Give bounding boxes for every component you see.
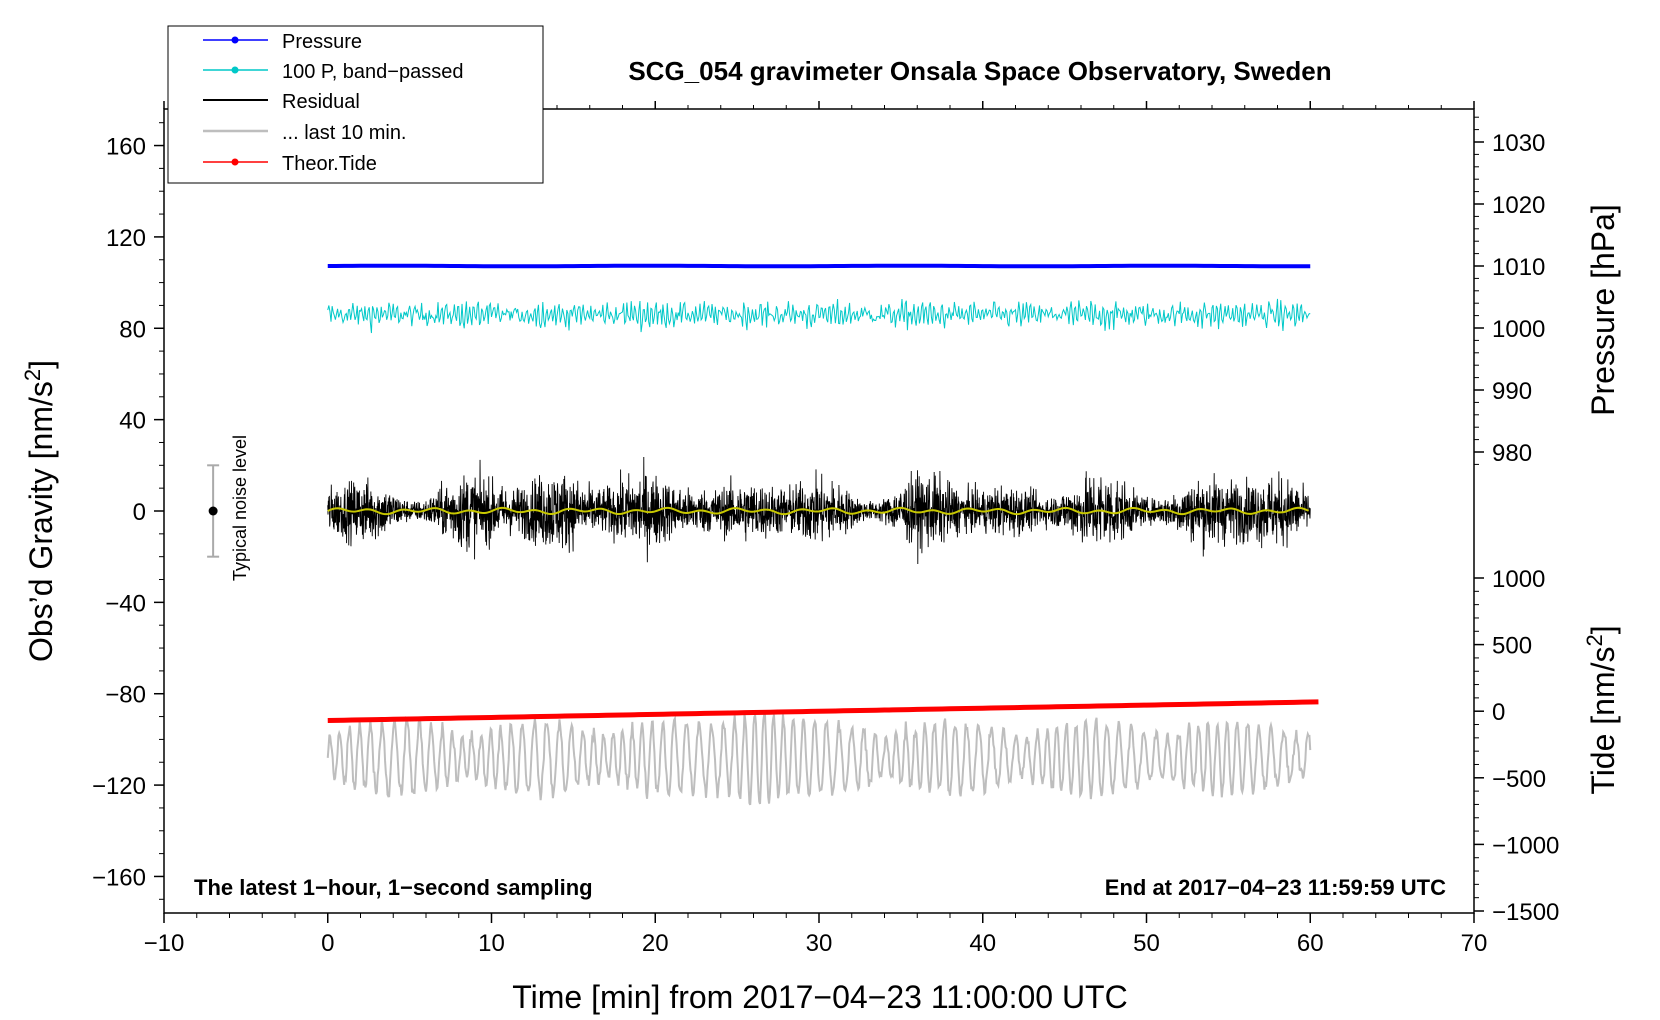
y-tick-label: 40 [119,408,146,435]
tide-tick-label: −1500 [1492,899,1559,926]
series-residual-line [327,456,1311,564]
x-tick-label: 10 [478,930,505,957]
series-smoothed-residual [327,506,1309,516]
y-tick-label: 120 [106,225,146,252]
series-pressure-line [327,263,1311,269]
pressure-tick-label: 1020 [1492,192,1545,219]
y-tick-label: −80 [105,682,146,709]
y-tick-label: −120 [92,773,146,800]
legend-marker-pressure [231,36,239,44]
x-tick-label: 30 [806,930,833,957]
x-tick-label: 50 [1133,930,1160,957]
x-axis-title: Time [min] from 2017−04−23 11:00:00 UTC [512,979,1127,1015]
legend-label-residual: Residual [282,91,360,113]
pressure-axis-title: Pressure [hPa] [1585,204,1621,416]
series-last10min-line [326,711,1312,806]
series-bandpassed-line [327,298,1311,334]
pressure-tick-label: 1030 [1492,130,1545,157]
tide-tick-label: 0 [1492,699,1505,726]
y-tick-label: 0 [133,499,146,526]
tide-axis-title: Tide [nm/s2] [1582,625,1621,794]
y-tick-label: 160 [106,134,146,161]
pressure-tick-label: 1000 [1492,316,1545,343]
y-tick-label: −160 [92,864,146,891]
x-tick-label: −10 [144,930,185,957]
legend-label-bandpassed: 100 P, band−passed [282,61,463,83]
tide-tick-label: −1000 [1492,832,1559,859]
legend-label-last10: ... last 10 min. [282,122,407,144]
legend-label-pressure: Pressure [282,31,362,53]
x-tick-label: 20 [642,930,669,957]
tide-tick-label: 1000 [1492,566,1545,593]
tide-tick-label: −500 [1492,766,1546,793]
annotation-left: The latest 1−hour, 1−second sampling [194,875,593,900]
annotation-right: End at 2017−04−23 11:59:59 UTC [1105,875,1446,900]
chart-title: SCG_054 gravimeter Onsala Space Observat… [628,56,1331,86]
x-tick-label: 70 [1461,930,1488,957]
noise-center-dot [208,506,218,516]
legend-marker-tide [231,158,239,166]
x-tick-label: 0 [321,930,334,957]
y-axis-title: Obs’d Gravity [nm/s2] [20,360,59,662]
tide-tick-label: 500 [1492,633,1532,660]
axes-layer: −10 0 10 20 30 40 50 60 7016012080400−40−80−120−… [92,101,1559,957]
pressure-tick-label: 980 [1492,440,1532,467]
legend-box [167,25,544,184]
pressure-tick-label: 990 [1492,378,1532,405]
legend: Pressure 100 P, band−passed Residual ...… [167,25,544,184]
series-tide-line [327,699,1319,724]
pressure-tick-label: 1010 [1492,254,1545,281]
x-tick-label: 40 [969,930,996,957]
x-tick-label: 60 [1297,930,1324,957]
series-layer [207,263,1319,806]
y-tick-label: −40 [105,590,146,617]
noise-label: Typical noise level [230,435,250,581]
legend-label-tide: Theor.Tide [282,153,377,175]
y-tick-label: 80 [119,316,146,343]
legend-marker-bandpassed [231,66,239,74]
